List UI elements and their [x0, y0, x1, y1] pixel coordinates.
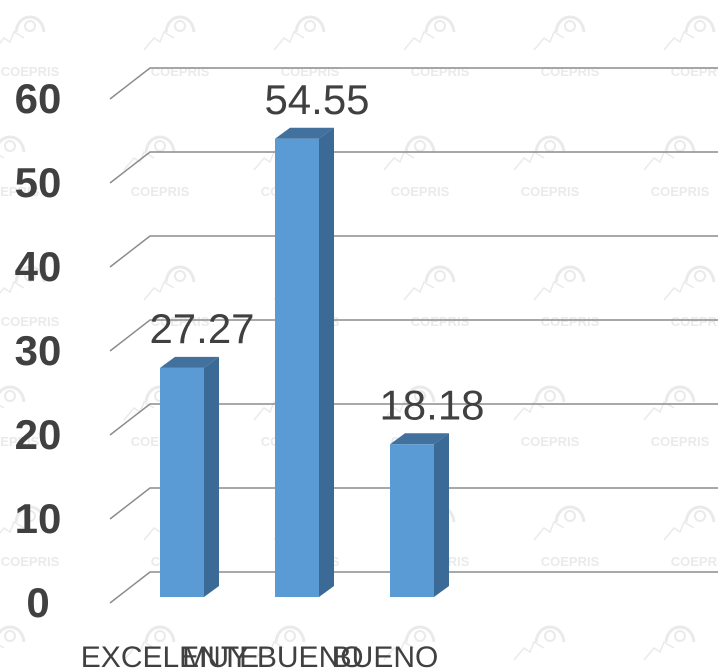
data-label: 18.18 — [379, 381, 484, 428]
bars — [160, 127, 449, 597]
watermark-text: COEPRIS — [1, 64, 60, 79]
bar-side — [204, 356, 219, 597]
gridline — [109, 235, 718, 268]
data-labels: 27.27 54.55 18.18 — [149, 76, 484, 429]
watermark-text: COEPRIS — [411, 64, 470, 79]
y-tick-label: 0 — [26, 579, 49, 626]
watermark-logo: COEPRIS — [253, 625, 306, 661]
watermark-logo: COEPRIS — [403, 265, 470, 329]
watermark-logo: COEPRIS — [663, 265, 718, 329]
x-tick-label: EXCELENTE — [81, 641, 259, 670]
bar-side — [434, 433, 449, 597]
watermark-logo: COEPRIS — [0, 135, 40, 199]
bar-front — [160, 367, 204, 597]
watermark-text: COEPRIS — [0, 184, 40, 199]
bar-top — [390, 433, 449, 445]
watermark-text: COEPRIS — [131, 184, 190, 199]
watermark-logo: COEPRIS — [533, 265, 600, 329]
watermark-text: COEPRIS — [0, 434, 40, 449]
bar-bueno — [390, 433, 449, 597]
watermark-text: COEPRIS — [541, 314, 600, 329]
y-tick-label: 10 — [15, 495, 62, 542]
watermark-text: COEPRIS — [651, 434, 710, 449]
watermark-logo: COEPRIS — [513, 385, 580, 449]
watermark-text: COEPRIS — [1, 554, 60, 569]
watermark-logo: COEPRIS — [123, 625, 176, 661]
bar-front — [390, 444, 434, 597]
bar-top — [160, 356, 219, 368]
watermark-logo: COEPRIS — [643, 625, 696, 661]
watermark-logo: COEPRIS — [513, 625, 566, 661]
watermark-logo: COEPRIS — [533, 505, 600, 569]
watermark-logo: COEPRIS — [663, 15, 718, 79]
bar-excelente — [160, 356, 219, 597]
data-label: 27.27 — [149, 305, 254, 352]
watermark-text: COEPRIS — [391, 184, 450, 199]
watermark-logo: COEPRIS — [0, 505, 60, 569]
gridline — [109, 571, 718, 604]
bar-top — [275, 127, 334, 139]
x-tick-label: BUENO — [332, 641, 439, 670]
watermark-logo: COEPRIS — [0, 15, 60, 79]
watermark-text: COEPRIS — [671, 554, 718, 569]
watermark-text: COEPRIS — [541, 554, 600, 569]
watermark-text: COEPRIS — [411, 314, 470, 329]
watermark-text: COEPRIS — [541, 64, 600, 79]
bar-front — [275, 138, 319, 597]
watermark-logo: COEPRIS — [533, 15, 600, 79]
gridline — [109, 67, 718, 100]
watermark-logo: COEPRIS — [0, 625, 26, 649]
y-tick-label: 40 — [15, 243, 62, 290]
y-axis-ticks: 0 10 20 30 40 50 60 — [15, 75, 62, 626]
watermark-logo: COEPRIS — [663, 505, 718, 569]
y-tick-label: 60 — [15, 75, 62, 122]
watermark-logo: COEPRIS — [403, 15, 470, 79]
watermark-logo: COEPRIS — [383, 625, 436, 661]
watermark-logo: COEPRIS — [0, 385, 40, 449]
gridline — [109, 487, 718, 520]
watermark-text: COEPRIS — [521, 184, 580, 199]
gridline — [109, 403, 718, 436]
watermark-logo: COEPRIS — [273, 15, 340, 79]
watermark-logo: COEPRIS — [123, 135, 190, 199]
watermark-text: COEPRIS — [151, 314, 210, 329]
bar-muy-bueno — [275, 127, 334, 597]
bar-side — [319, 127, 334, 597]
gridline — [109, 151, 718, 184]
watermark-text: COEPRIS — [1, 314, 60, 329]
watermark-logo: COEPRIS — [643, 385, 710, 449]
watermark-logo: COEPRIS — [0, 265, 60, 329]
gridline — [109, 319, 718, 352]
watermark-text: COEPRIS — [521, 434, 580, 449]
x-tick-label: MUY BUENO — [182, 641, 363, 670]
watermark-logo: COEPRIS — [143, 15, 210, 79]
data-label: 54.55 — [264, 76, 369, 123]
watermark-logo: COEPRIS — [143, 265, 210, 329]
watermark-logo: COEPRIS — [383, 135, 450, 199]
y-tick-label: 20 — [15, 411, 62, 458]
watermark-text: COEPRIS — [151, 64, 210, 79]
gridlines — [109, 67, 718, 604]
watermark-logo: COEPRIS — [643, 135, 710, 199]
watermark-text: COEPRIS — [671, 64, 718, 79]
watermark-text: COEPRIS — [651, 184, 710, 199]
y-tick-label: 50 — [15, 159, 62, 206]
y-tick-label: 30 — [15, 327, 62, 374]
watermark-logo: COEPRIS — [513, 135, 580, 199]
watermark-text: COEPRIS — [671, 314, 718, 329]
